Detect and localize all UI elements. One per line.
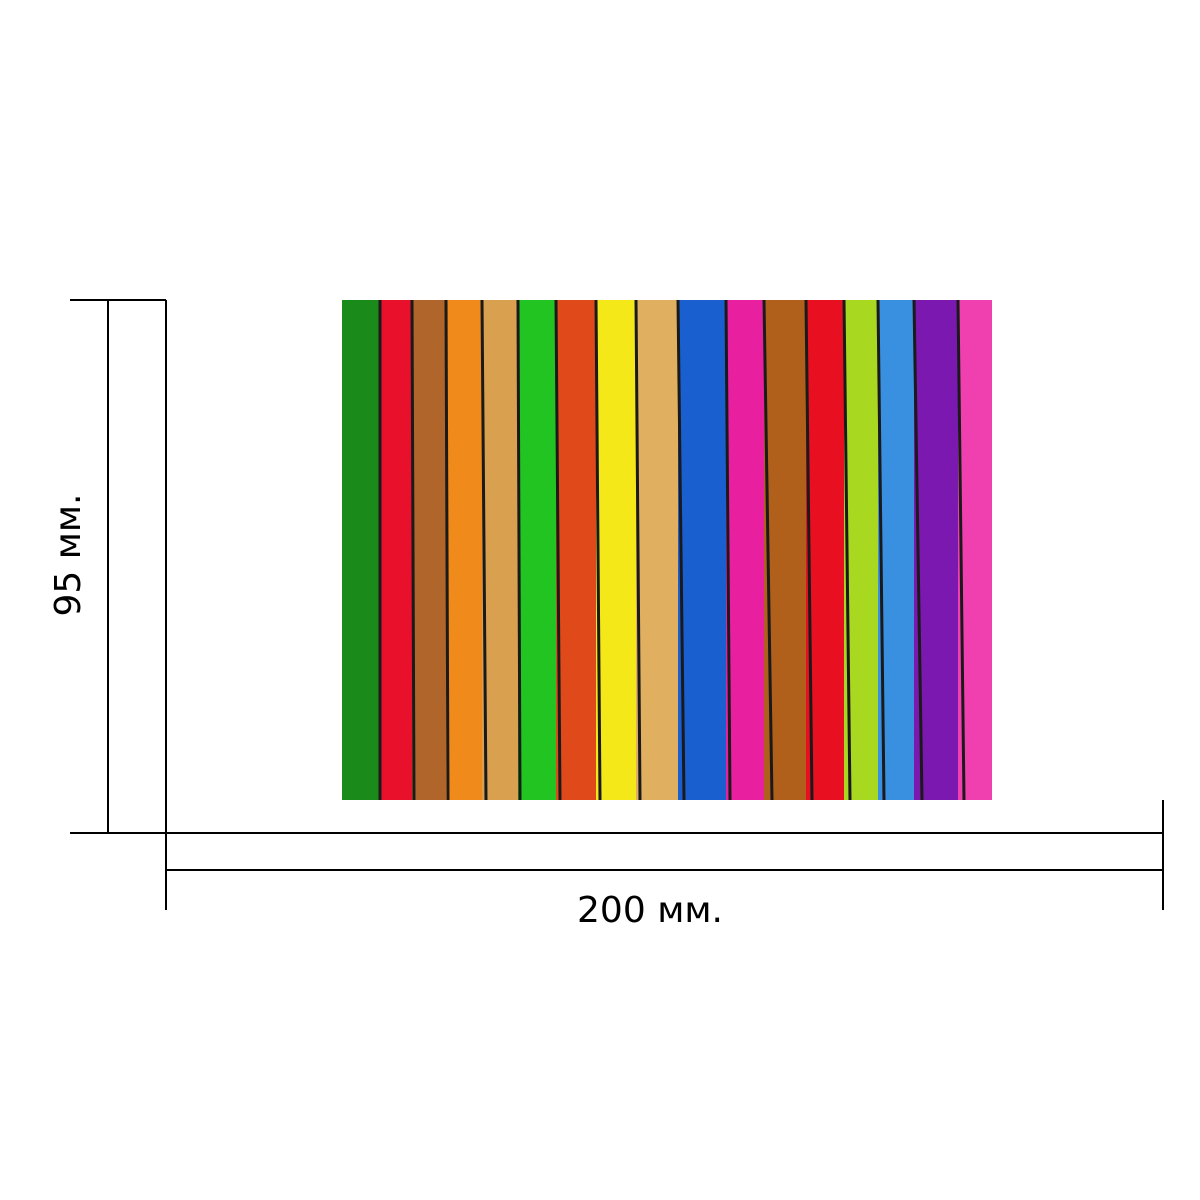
width-dimension: 200 мм. [165,800,1164,931]
plank [518,300,556,800]
width-label: 200 мм. [577,890,723,931]
plank [342,300,380,800]
plank [380,300,412,800]
plank [446,300,482,800]
plank [482,300,518,800]
plank [596,300,636,800]
plank [412,300,446,800]
plank [726,300,764,800]
height-dimension: 95 мм. [48,299,167,834]
height-label: 95 мм. [48,493,89,616]
product-image [342,299,992,801]
plank [678,300,726,800]
plank [636,300,678,800]
plank-gaps [378,299,966,801]
plank [556,300,596,800]
